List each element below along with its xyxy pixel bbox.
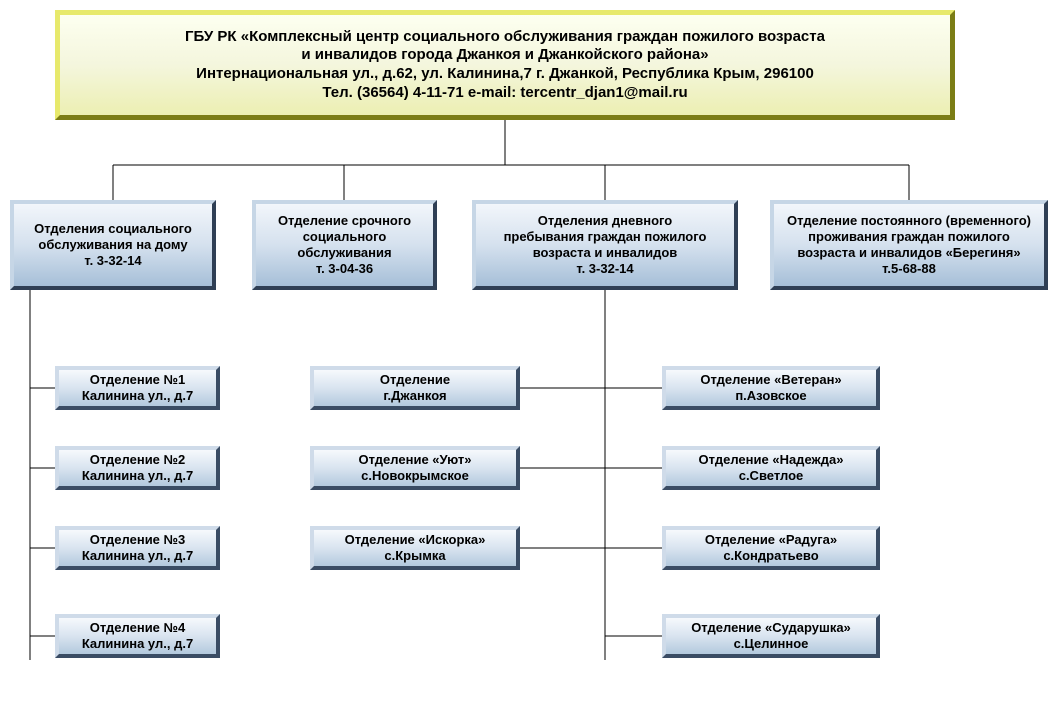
dept-urgent-l4: т. 3-04-36 bbox=[316, 261, 373, 277]
header-line1: ГБУ РК «Комплексный центр социального об… bbox=[185, 28, 825, 47]
dept-day-l3: возраста и инвалидов bbox=[533, 245, 678, 261]
header-line4: Тел. (36564) 4-11-71 e-mail: tercentr_dj… bbox=[322, 84, 687, 103]
sub-day-uyut: Отделение «Уют» с.Новокрымское bbox=[310, 446, 520, 490]
dept-day-l4: т. 3-32-14 bbox=[576, 261, 633, 277]
sub-day1a-l1: Отделение bbox=[380, 372, 450, 388]
sub-day2b-l1: Отделение «Надежда» bbox=[699, 452, 844, 468]
dept-day: Отделения дневного пребывания граждан по… bbox=[472, 200, 738, 290]
sub-home4: Отделение №4 Калинина ул., д.7 bbox=[55, 614, 220, 658]
sub-day1a-l2: г.Джанкоя bbox=[383, 388, 446, 404]
sub-home2: Отделение №2 Калинина ул., д.7 bbox=[55, 446, 220, 490]
sub-home3-l1: Отделение №3 bbox=[90, 532, 186, 548]
dept-day-l2: пребывания граждан пожилого bbox=[504, 229, 707, 245]
sub-day-raduga: Отделение «Радуга» с.Кондратьево bbox=[662, 526, 880, 570]
sub-day1b-l2: п.Азовское bbox=[735, 388, 806, 404]
sub-day2a-l1: Отделение «Уют» bbox=[359, 452, 472, 468]
sub-day2a-l2: с.Новокрымское bbox=[361, 468, 469, 484]
dept-perm-l2: проживания граждан пожилого bbox=[808, 229, 1010, 245]
sub-day-nadezhda: Отделение «Надежда» с.Светлое bbox=[662, 446, 880, 490]
sub-day2b-l2: с.Светлое bbox=[739, 468, 804, 484]
dept-perm-l4: т.5-68-88 bbox=[882, 261, 936, 277]
sub-home4-l1: Отделение №4 bbox=[90, 620, 186, 636]
dept-urgent-l1: Отделение срочного bbox=[278, 213, 411, 229]
dept-perm-l3: возраста и инвалидов «Берегиня» bbox=[797, 245, 1020, 261]
sub-day3a-l2: с.Крымка bbox=[384, 548, 445, 564]
sub-day4b-l1: Отделение «Сударушка» bbox=[691, 620, 851, 636]
org-header: ГБУ РК «Комплексный центр социального об… bbox=[55, 10, 955, 120]
sub-day3b-l1: Отделение «Радуга» bbox=[705, 532, 837, 548]
dept-perm-l1: Отделение постоянного (временного) bbox=[787, 213, 1031, 229]
sub-home2-l2: Калинина ул., д.7 bbox=[82, 468, 193, 484]
dept-home: Отделения социального обслуживания на до… bbox=[10, 200, 216, 290]
sub-day1b-l1: Отделение «Ветеран» bbox=[700, 372, 841, 388]
sub-day-iskorka: Отделение «Искорка» с.Крымка bbox=[310, 526, 520, 570]
sub-home1-l2: Калинина ул., д.7 bbox=[82, 388, 193, 404]
header-line2: и инвалидов города Джанкоя и Джанкойског… bbox=[301, 46, 708, 65]
sub-day-sudarushka: Отделение «Сударушка» с.Целинное bbox=[662, 614, 880, 658]
sub-day-veteran: Отделение «Ветеран» п.Азовское bbox=[662, 366, 880, 410]
dept-home-l1: Отделения социального bbox=[34, 221, 192, 237]
dept-urgent-l2: социального bbox=[303, 229, 387, 245]
sub-home3-l2: Калинина ул., д.7 bbox=[82, 548, 193, 564]
dept-day-l1: Отделения дневного bbox=[538, 213, 672, 229]
sub-home2-l1: Отделение №2 bbox=[90, 452, 186, 468]
sub-home1-l1: Отделение №1 bbox=[90, 372, 186, 388]
dept-home-l2: обслуживания на дому bbox=[38, 237, 187, 253]
sub-day4b-l2: с.Целинное bbox=[734, 636, 809, 652]
sub-home3: Отделение №3 Калинина ул., д.7 bbox=[55, 526, 220, 570]
sub-home4-l2: Калинина ул., д.7 bbox=[82, 636, 193, 652]
sub-day3a-l1: Отделение «Искорка» bbox=[345, 532, 486, 548]
dept-home-l3: т. 3-32-14 bbox=[84, 253, 141, 269]
sub-day3b-l2: с.Кондратьево bbox=[723, 548, 818, 564]
dept-urgent: Отделение срочного социального обслужива… bbox=[252, 200, 437, 290]
dept-urgent-l3: обслуживания bbox=[297, 245, 391, 261]
sub-day-dzhankoy: Отделение г.Джанкоя bbox=[310, 366, 520, 410]
header-line3: Интернациональная ул., д.62, ул. Калинин… bbox=[196, 65, 814, 84]
dept-perm: Отделение постоянного (временного) прожи… bbox=[770, 200, 1048, 290]
sub-home1: Отделение №1 Калинина ул., д.7 bbox=[55, 366, 220, 410]
